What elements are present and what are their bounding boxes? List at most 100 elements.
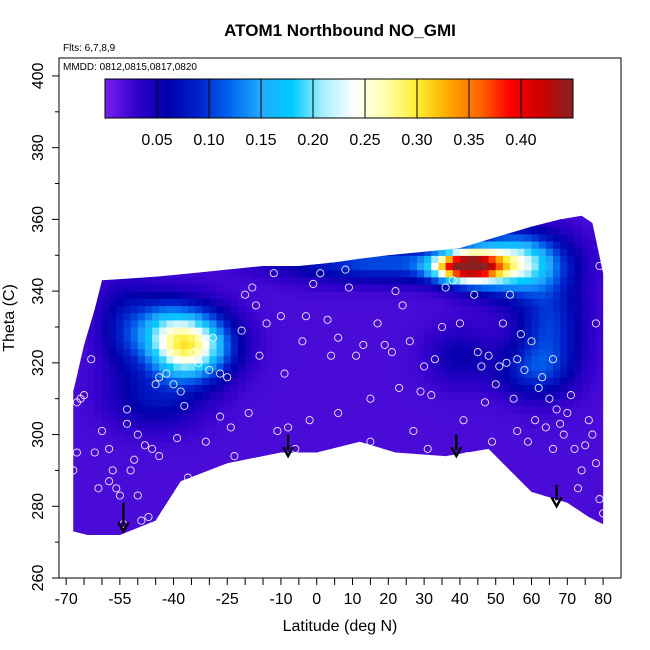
colorbar: 0.05 0.10 0.15 0.20 0.25 0.30 0.35 0.40 — [104, 78, 574, 149]
heat-cell — [567, 283, 576, 292]
heat-cell — [109, 319, 117, 328]
heat-cell — [567, 248, 576, 256]
heat-cell — [202, 298, 210, 307]
heat-cell — [445, 305, 454, 314]
heat-cell — [409, 413, 418, 421]
heat-cell — [94, 398, 103, 407]
heat-cell — [180, 370, 189, 378]
heat-cell — [252, 341, 261, 350]
heat-cell — [567, 384, 576, 393]
heat-cell — [323, 341, 332, 350]
heat-cell — [230, 427, 239, 436]
heat-cell — [574, 334, 583, 342]
heat-cell — [588, 391, 597, 400]
heat-cell — [574, 355, 583, 364]
heat-cell — [331, 341, 339, 350]
sample-point — [97, 426, 107, 436]
heat-cell — [259, 348, 268, 357]
heat-cell — [331, 348, 339, 357]
heat-cell — [409, 255, 418, 263]
heat-cell — [180, 413, 189, 421]
x-tick-label: -25 — [216, 591, 239, 608]
heat-cell — [595, 420, 604, 428]
heat-cell — [338, 384, 346, 393]
heat-cell — [166, 305, 175, 314]
heat-cell — [474, 283, 482, 292]
heat-cell — [402, 377, 411, 385]
sample-point — [581, 441, 590, 450]
heat-cell — [302, 441, 311, 450]
heat-cell — [331, 276, 339, 285]
heat-cell — [252, 413, 261, 421]
heat-cell — [445, 248, 454, 256]
heat-cell — [316, 291, 325, 299]
heat-cell — [187, 391, 196, 400]
heat-cell — [402, 341, 411, 350]
heat-cell — [295, 370, 304, 378]
heat-cell — [538, 470, 547, 479]
heat-cell — [431, 377, 440, 385]
heat-cell — [381, 391, 389, 400]
heat-cell — [230, 370, 239, 378]
heat-cell — [359, 305, 368, 314]
heat-cell — [87, 463, 96, 471]
heat-cell — [538, 233, 547, 242]
heat-cell — [574, 370, 583, 378]
heat-cell — [123, 427, 132, 436]
heat-cell — [574, 248, 583, 256]
heat-cell — [395, 255, 404, 263]
heat-cell — [323, 348, 332, 357]
heat-cell — [438, 377, 447, 385]
heat-cell — [517, 298, 525, 307]
heat-cell — [588, 384, 597, 393]
heat-cell — [223, 434, 232, 443]
heat-cell — [259, 355, 268, 364]
heat-cell — [116, 362, 125, 371]
heat-cell — [381, 377, 389, 385]
heat-cell — [459, 291, 468, 299]
heat-cell — [510, 298, 518, 307]
heat-cell — [116, 391, 125, 400]
heat-cell — [395, 362, 404, 371]
heat-cell — [560, 362, 568, 371]
heat-cell — [152, 499, 160, 507]
heat-cell — [402, 269, 411, 278]
heat-cell — [381, 355, 389, 364]
sample-point — [115, 491, 124, 500]
heat-cell — [216, 334, 225, 342]
heat-cell — [223, 312, 232, 321]
sample-point — [488, 437, 497, 446]
heat-cell — [538, 276, 547, 285]
heat-cell — [87, 484, 96, 493]
heat-cell — [94, 477, 103, 486]
heat-cell — [402, 276, 411, 285]
sample-point — [94, 484, 103, 493]
heat-cell — [531, 405, 540, 414]
sample-point — [105, 477, 114, 486]
heat-cell — [180, 362, 189, 371]
heat-cell — [481, 262, 490, 271]
heat-cell — [202, 327, 210, 335]
heat-cell — [152, 391, 160, 400]
heat-cell — [209, 291, 218, 299]
heat-cell — [388, 312, 397, 321]
heat-cell — [417, 283, 425, 292]
heat-cell — [574, 434, 583, 443]
heat-cell — [524, 291, 533, 299]
heat-cell — [309, 420, 318, 428]
heat-cell — [209, 327, 218, 335]
heat-cell — [438, 427, 447, 436]
heat-cell — [152, 513, 160, 522]
heat-cell — [452, 327, 461, 335]
heat-cell — [302, 319, 311, 328]
heat-cell — [323, 334, 332, 342]
heat-cell — [510, 255, 518, 263]
heat-cell — [560, 255, 568, 263]
heat-cell — [130, 420, 139, 428]
heat-cell — [452, 398, 461, 407]
heat-cell — [173, 448, 182, 457]
heat-cell — [502, 269, 511, 278]
heat-cell — [209, 348, 218, 357]
heat-cell — [323, 283, 332, 292]
heat-cell — [223, 391, 232, 400]
